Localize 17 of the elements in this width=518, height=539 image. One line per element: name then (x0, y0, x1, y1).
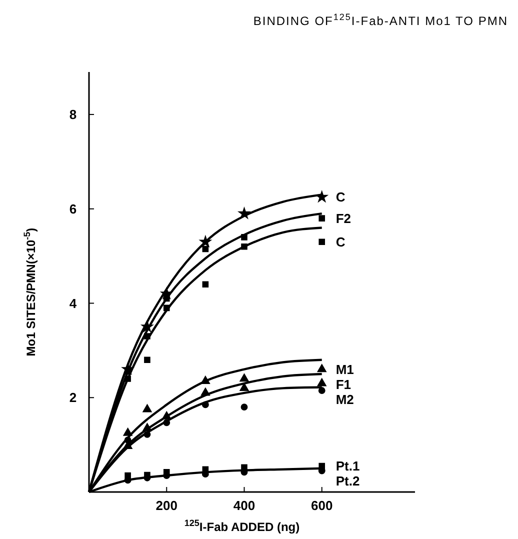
x-tick-label: 400 (233, 498, 256, 513)
x-tick-label: 200 (156, 498, 178, 513)
y-tick-label: 4 (69, 296, 78, 311)
y-tick-label: 2 (69, 390, 77, 406)
series-label: Pt.1 (336, 458, 360, 474)
series-label: M2 (336, 392, 354, 407)
y-tick-label: 6 (69, 201, 77, 216)
series-label: M1 (336, 362, 354, 377)
series-label: C (336, 190, 346, 205)
series-label: F2 (336, 210, 352, 226)
x-axis-title: $^{125}$I-Fab ADDED (ng) (184, 518, 300, 534)
series-label: Pt.2 (336, 474, 360, 489)
x-tick-label: 600 (311, 498, 333, 513)
series-label: F1 (336, 376, 352, 392)
chart-title: BINDING OF$^{125}$I-Fab-ANTI Mo1 TO PMN (253, 12, 508, 28)
y-tick-label: 8 (69, 107, 77, 122)
series-label: C (336, 234, 346, 250)
